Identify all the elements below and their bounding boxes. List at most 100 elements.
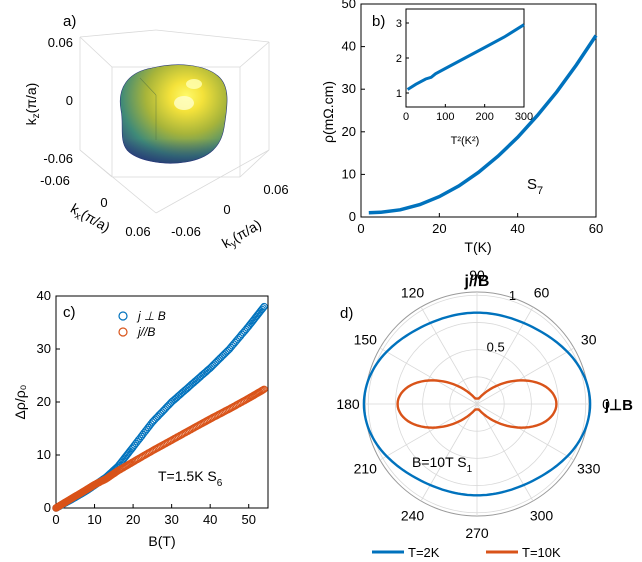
fermi-surface-highlight (174, 96, 194, 110)
panel-d-label: d) (340, 305, 353, 322)
panel-d-title: j//B (464, 273, 490, 290)
polar-angle-label: 210 (354, 461, 378, 477)
x-tick-label: 40 (203, 512, 217, 527)
legend-label-perp: j ⊥ B (136, 309, 166, 323)
panel-c-annotation: T=1.5K S6 (158, 468, 223, 489)
panel-c-legend: j ⊥ B j//B (118, 309, 166, 339)
data-point (260, 302, 268, 311)
panel-a: a) 0.06 0 -0.06 kz(π/a) -0.06 0 0.06 (23, 13, 289, 254)
panel-b-inset-curve (406, 23, 525, 91)
kz-axis-label: kz(π/a) (23, 83, 42, 126)
fermi-surface-edge (139, 77, 157, 140)
polar-angle-label: 240 (401, 508, 425, 524)
kx-tick: -0.06 (40, 173, 70, 188)
y-tick-label: 40 (37, 288, 51, 303)
panel-c: 0 10 20 30 40 50 0 10 20 30 40 c) B(T) Δρ/ρ₀ j ⊥ … (12, 288, 269, 549)
panel-c-annotation-main: T=1.5K S (158, 468, 217, 484)
y-tick-label: 0 (349, 209, 356, 224)
polar-angle-label: 270 (465, 525, 489, 541)
ky-tick: 0 (223, 202, 230, 217)
panel-b-xlabel: T(K) (464, 239, 491, 255)
panel-d-annotation: B=10T S1 (412, 454, 473, 475)
kz-tick: 0 (66, 93, 73, 108)
x-tick-label: 10 (87, 512, 101, 527)
polar-angle-label: 0 (602, 396, 610, 412)
panel-b-annotation: S7 (527, 176, 543, 197)
inset-x-tick-label: 0 (403, 111, 409, 123)
inset-y-tick-label: 3 (396, 18, 402, 30)
panel-b-ylabel: ρ(mΩ.cm) (320, 81, 336, 143)
panel-b-frame (360, 3, 597, 218)
panel-c-xlabel: B(T) (148, 533, 175, 549)
polar-angle-label: 330 (577, 461, 601, 477)
panel-d-legend: T=2K T=10K (372, 545, 561, 560)
panel-b-inset-xticks: 0 100 200 300 (403, 104, 533, 123)
panel-b-rho-curve (368, 34, 598, 215)
polar-angle-labels: 0 30 60 90 120 150 180 210 240 270 300 330 (336, 267, 610, 541)
y-tick-label: 10 (342, 166, 356, 181)
panel-b-xticks: 0 20 40 60 (357, 213, 603, 236)
inset-x-tick-label: 200 (475, 111, 493, 123)
y-tick-label: 0 (44, 500, 51, 515)
x-tick-label: 60 (589, 221, 603, 236)
polar-angle-label: 90 (469, 267, 485, 283)
x-tick-label: 0 (357, 221, 364, 236)
panel-c-label: c) (63, 304, 76, 321)
kx-tick: 0.06 (125, 224, 150, 239)
panel-b-inset-xlabel: T²(K²) (451, 135, 480, 147)
x-tick-label: 20 (432, 221, 446, 236)
y-tick-label: 30 (342, 81, 356, 96)
polar-radial-label: 0.5 (487, 340, 505, 355)
legend-label-2K: T=2K (408, 545, 440, 560)
y-tick-label: 30 (37, 341, 51, 356)
panel-c-series-par (52, 385, 268, 512)
polar-angle-label: 30 (581, 332, 597, 348)
panel-c-xticks: 0 10 20 30 40 50 (52, 504, 256, 527)
data-point (259, 304, 267, 312)
x-tick-label: 20 (126, 512, 140, 527)
x-tick-label: 30 (164, 512, 178, 527)
polar-angle-label: 60 (534, 284, 550, 300)
y-tick-label: 10 (37, 447, 51, 462)
inset-y-tick-label: 2 (396, 53, 402, 65)
ky-tick: -0.06 (171, 224, 201, 239)
legend-label-10K: T=10K (522, 545, 561, 560)
panel-a-box (79, 29, 270, 214)
panel-b-inset-yticks: 1 2 3 (396, 18, 409, 100)
polar-spoke (420, 306, 478, 405)
polar-spoke (379, 347, 478, 405)
y-tick-label: 50 (342, 0, 356, 11)
panel-d: d) j//B j⊥B 0 30 60 90 120 150 180 210 240 270 300… (336, 267, 633, 560)
polar-radial-labels: 0.51 (487, 288, 516, 355)
x-tick-label: 0 (52, 512, 59, 527)
polar-spoke (476, 306, 534, 405)
polar-angle-label: 150 (354, 332, 378, 348)
legend-label-par: j//B (136, 325, 155, 339)
panel-c-yticks: 0 10 20 30 40 (37, 288, 60, 515)
legend-marker-par (118, 327, 128, 337)
y-tick-label: 20 (342, 124, 356, 139)
kz-tick: 0.06 (48, 35, 73, 50)
inset-x-tick-label: 300 (515, 111, 533, 123)
panel-a-label: a) (63, 13, 76, 30)
inset-x-tick-label: 100 (436, 111, 454, 123)
polar-radial-label: 1 (509, 288, 516, 303)
polar-curve-2K (362, 311, 592, 497)
polar-spoke (476, 347, 575, 405)
kz-tick: -0.06 (43, 151, 73, 166)
legend-marker-perp (118, 311, 128, 321)
panel-b-label: b) (372, 13, 385, 30)
ky-tick: 0.06 (263, 182, 288, 197)
polar-spoke (379, 403, 478, 461)
kx-tick: 0 (100, 195, 107, 210)
y-tick-label: 40 (342, 39, 356, 54)
polar-curve-10K (396, 379, 558, 429)
polar-spoke (476, 403, 534, 502)
polar-angle-label: 120 (401, 284, 425, 300)
panel-d-annotation-main: B=10T S (412, 454, 467, 470)
panel-b-annotation-sub: 7 (537, 185, 543, 197)
panel-c-ylabel: Δρ/ρ₀ (12, 384, 28, 419)
y-tick-label: 20 (37, 394, 51, 409)
